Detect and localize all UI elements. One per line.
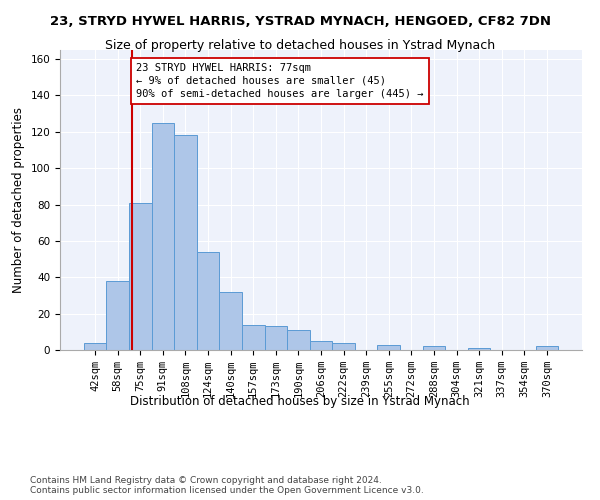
Bar: [422, 346, 445, 350]
Bar: [197, 252, 220, 350]
Bar: [310, 341, 332, 350]
Bar: [377, 344, 400, 350]
Bar: [129, 202, 152, 350]
Text: 23 STRYD HYWEL HARRIS: 77sqm
← 9% of detached houses are smaller (45)
90% of sem: 23 STRYD HYWEL HARRIS: 77sqm ← 9% of det…: [136, 62, 424, 99]
Text: Size of property relative to detached houses in Ystrad Mynach: Size of property relative to detached ho…: [105, 39, 495, 52]
Bar: [220, 292, 242, 350]
Bar: [174, 136, 197, 350]
Text: Distribution of detached houses by size in Ystrad Mynach: Distribution of detached houses by size …: [130, 395, 470, 408]
Bar: [265, 326, 287, 350]
Bar: [152, 122, 174, 350]
Bar: [84, 342, 106, 350]
Text: Contains HM Land Registry data © Crown copyright and database right 2024.
Contai: Contains HM Land Registry data © Crown c…: [30, 476, 424, 495]
Bar: [536, 346, 558, 350]
Text: 23, STRYD HYWEL HARRIS, YSTRAD MYNACH, HENGOED, CF82 7DN: 23, STRYD HYWEL HARRIS, YSTRAD MYNACH, H…: [49, 15, 551, 28]
Bar: [468, 348, 490, 350]
Bar: [332, 342, 355, 350]
Bar: [242, 324, 265, 350]
Bar: [287, 330, 310, 350]
Y-axis label: Number of detached properties: Number of detached properties: [12, 107, 25, 293]
Bar: [106, 281, 129, 350]
